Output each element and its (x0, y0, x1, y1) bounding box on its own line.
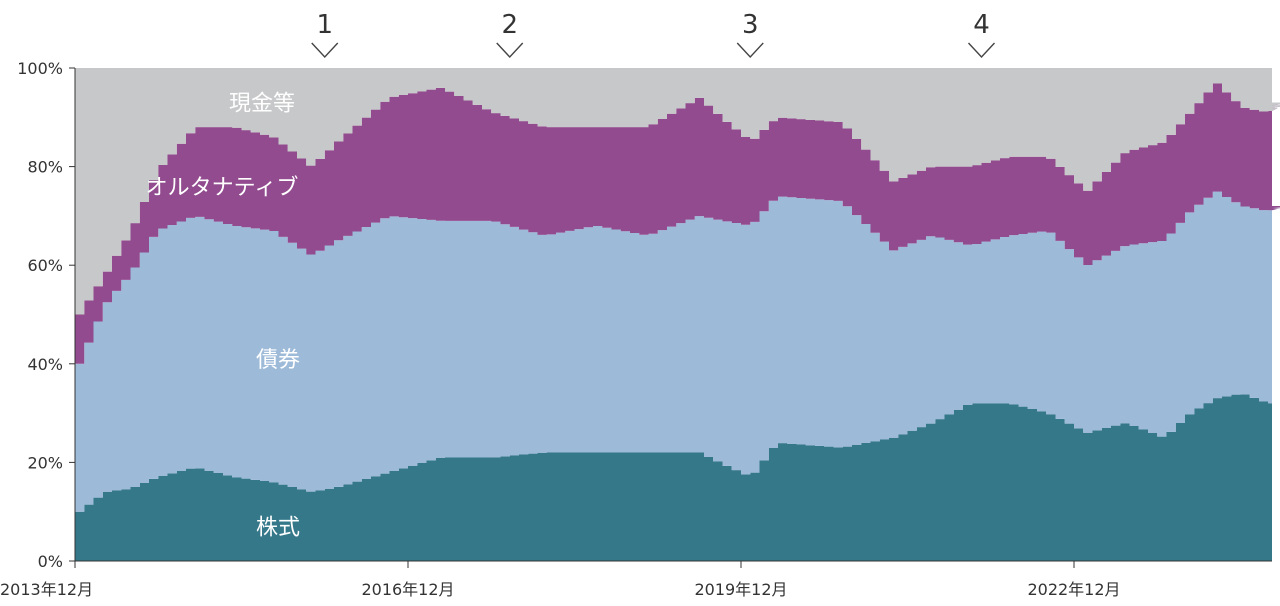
y-tick-label: 100% (17, 59, 63, 78)
area-series-1 (75, 394, 1280, 561)
area-series-3 (75, 83, 1280, 364)
area-series-4 (75, 68, 1280, 315)
event-marker-arrow (736, 42, 764, 59)
x-tick-label: 2016年12月 (361, 580, 454, 599)
y-tick-label: 80% (27, 158, 63, 177)
event-marker-arrow (311, 42, 339, 59)
x-tick-label: 2022年12月 (1027, 580, 1120, 599)
event-marker-label: 2 (501, 10, 518, 40)
series-label-2: 債券 (256, 348, 300, 373)
event-marker-label: 3 (742, 10, 759, 40)
y-tick-label: 0% (38, 552, 63, 571)
axes (74, 68, 1272, 562)
event-marker-arrow (496, 42, 524, 59)
series-label-3: オルタナティブ (146, 175, 299, 200)
x-tick-label: 2013年12月 (0, 580, 93, 599)
event-marker-label: 4 (973, 10, 990, 40)
series-label-1: 株式 (256, 515, 300, 540)
event-marker-label: 1 (316, 10, 333, 40)
area-series-2 (75, 191, 1280, 512)
series-label-4: 現金等 (229, 92, 295, 117)
series-labels: 株式 債券 オルタナティブ 現金等 (146, 92, 300, 541)
series-areas (75, 68, 1280, 561)
y-tick-label: 40% (27, 355, 63, 374)
x-axis-ticks: 2013年12月 2016年12月 2019年12月 2022年12月 (0, 561, 1121, 599)
y-axis-ticks: 0% 20% 40% 60% 80% 100% (17, 59, 75, 571)
x-tick-label: 2019年12月 (694, 580, 787, 599)
event-markers: 1 2 3 4 (311, 10, 996, 59)
y-tick-label: 20% (27, 453, 63, 472)
event-marker-arrow (967, 42, 996, 59)
y-tick-label: 60% (27, 256, 63, 275)
